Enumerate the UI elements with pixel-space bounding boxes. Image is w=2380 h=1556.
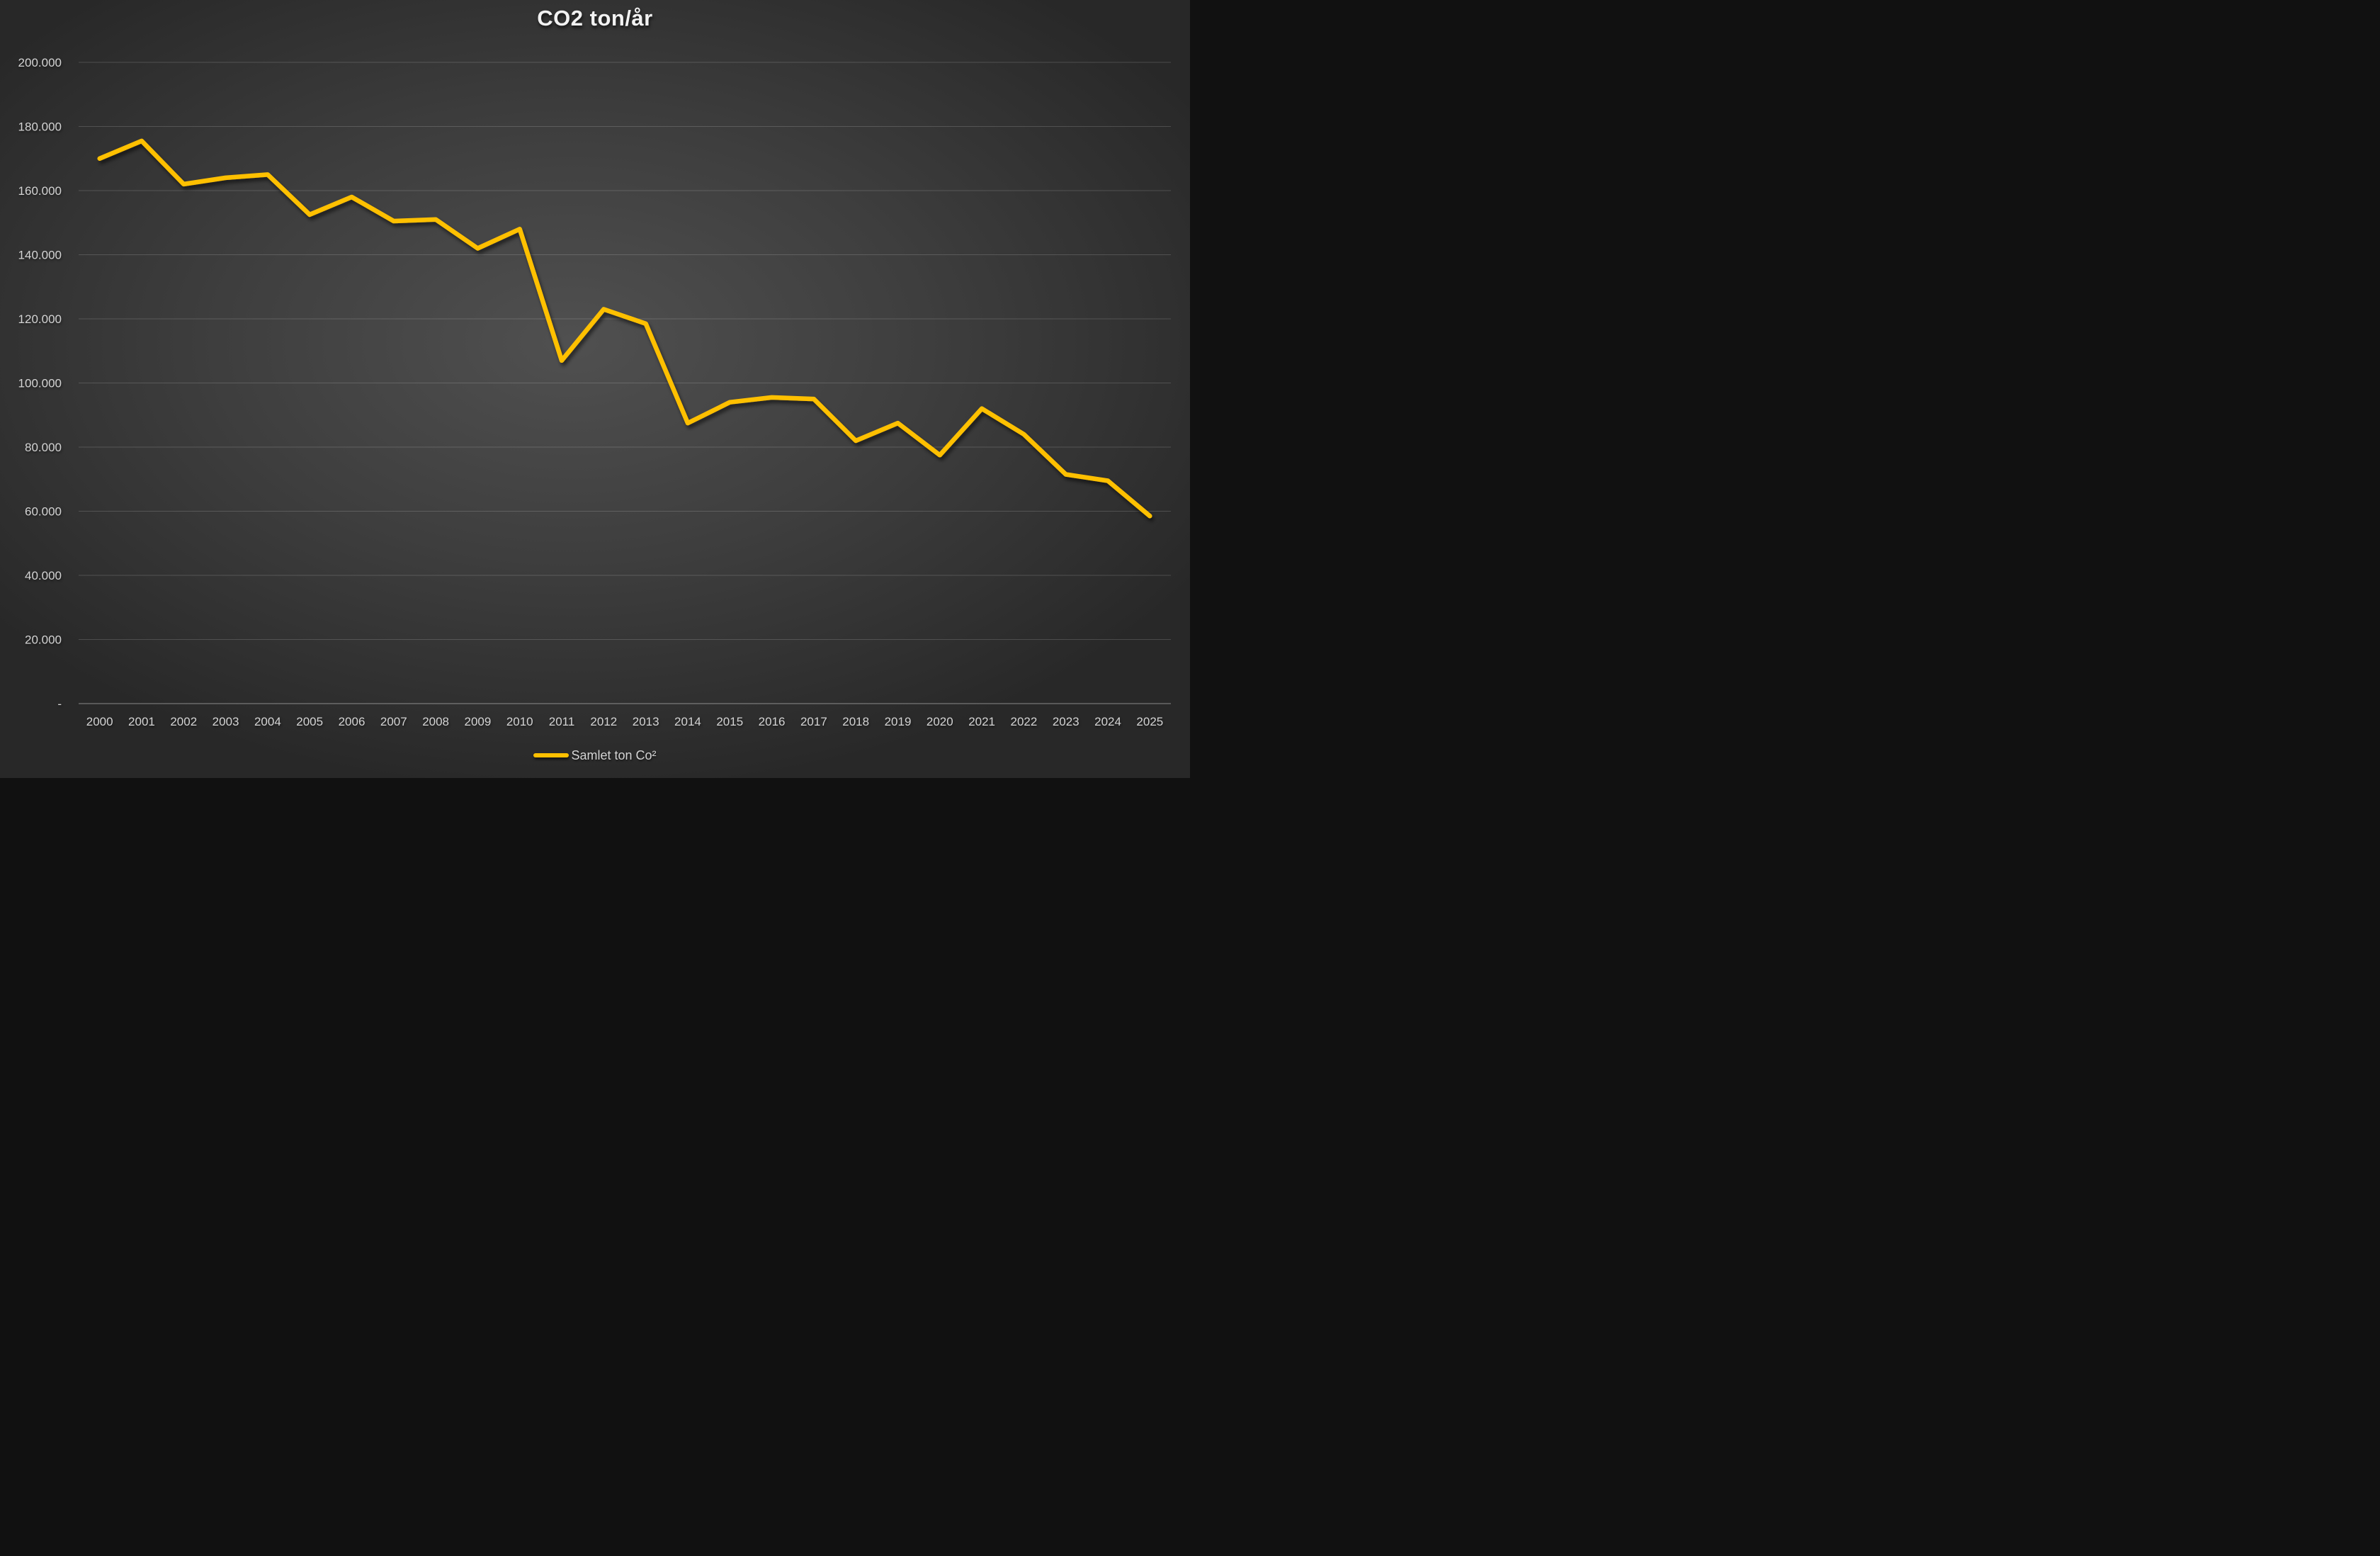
chart-title: CO2 ton/år — [537, 6, 653, 30]
x-tick-label: 2007 — [380, 715, 407, 728]
chart-legend: Samlet ton Co² — [0, 745, 1190, 765]
co2-series-line — [97, 138, 1152, 519]
x-tick-label: 2015 — [716, 715, 743, 728]
x-tick-label: 2012 — [590, 715, 617, 728]
y-tick-label: 120.000 — [18, 312, 62, 326]
x-tick-label: 2023 — [1053, 715, 1080, 728]
x-tick-label: 2020 — [926, 715, 953, 728]
y-tick-label: 80.000 — [25, 441, 62, 454]
slide-canvas: CO2 ton/år - 20.000 40.000 60.000 80.000 100.… — [0, 0, 1190, 778]
x-tick-label: 2021 — [968, 715, 995, 728]
x-tick-label: 2025 — [1136, 715, 1163, 728]
x-tick-label: 2008 — [422, 715, 449, 728]
legend-line-swatch — [533, 753, 570, 757]
x-tick-label: 2014 — [674, 715, 701, 728]
x-tick-label: 2019 — [885, 715, 912, 728]
y-tick-label: 180.000 — [18, 120, 62, 134]
x-tick-label: 2002 — [170, 715, 197, 728]
x-tick-label: 2024 — [1094, 715, 1121, 728]
x-tick-label: 2003 — [212, 715, 239, 728]
y-tick-label: 160.000 — [18, 184, 62, 198]
x-tick-label: 2018 — [842, 715, 869, 728]
y-tick-label: 20.000 — [25, 633, 62, 647]
x-tick-label: 2013 — [633, 715, 659, 728]
x-tick-label: 2016 — [759, 715, 786, 728]
x-tick-label: 2001 — [128, 715, 155, 728]
x-tick-label: 2006 — [339, 715, 366, 728]
y-tick-label: 100.000 — [18, 377, 62, 390]
x-tick-label: 2005 — [296, 715, 323, 728]
x-tick-label: 2017 — [800, 715, 827, 728]
x-tick-label: 2004 — [254, 715, 281, 728]
x-tick-label: 2011 — [549, 715, 575, 728]
legend-series-label: Samlet ton Co² — [571, 748, 657, 762]
y-tick-label: 140.000 — [18, 249, 62, 262]
co2-line-chart: - 20.000 40.000 60.000 80.000 100.000 120.000 1… — [18, 56, 1171, 728]
y-tick-label: - — [57, 697, 62, 711]
y-tick-label: 60.000 — [25, 505, 62, 519]
y-tick-label: 40.000 — [25, 569, 62, 582]
x-tick-label: 2000 — [86, 715, 113, 728]
y-tick-label: 200.000 — [18, 56, 62, 69]
x-tick-label: 2010 — [506, 715, 533, 728]
x-tick-label: 2022 — [1011, 715, 1038, 728]
x-tick-label: 2009 — [465, 715, 492, 728]
